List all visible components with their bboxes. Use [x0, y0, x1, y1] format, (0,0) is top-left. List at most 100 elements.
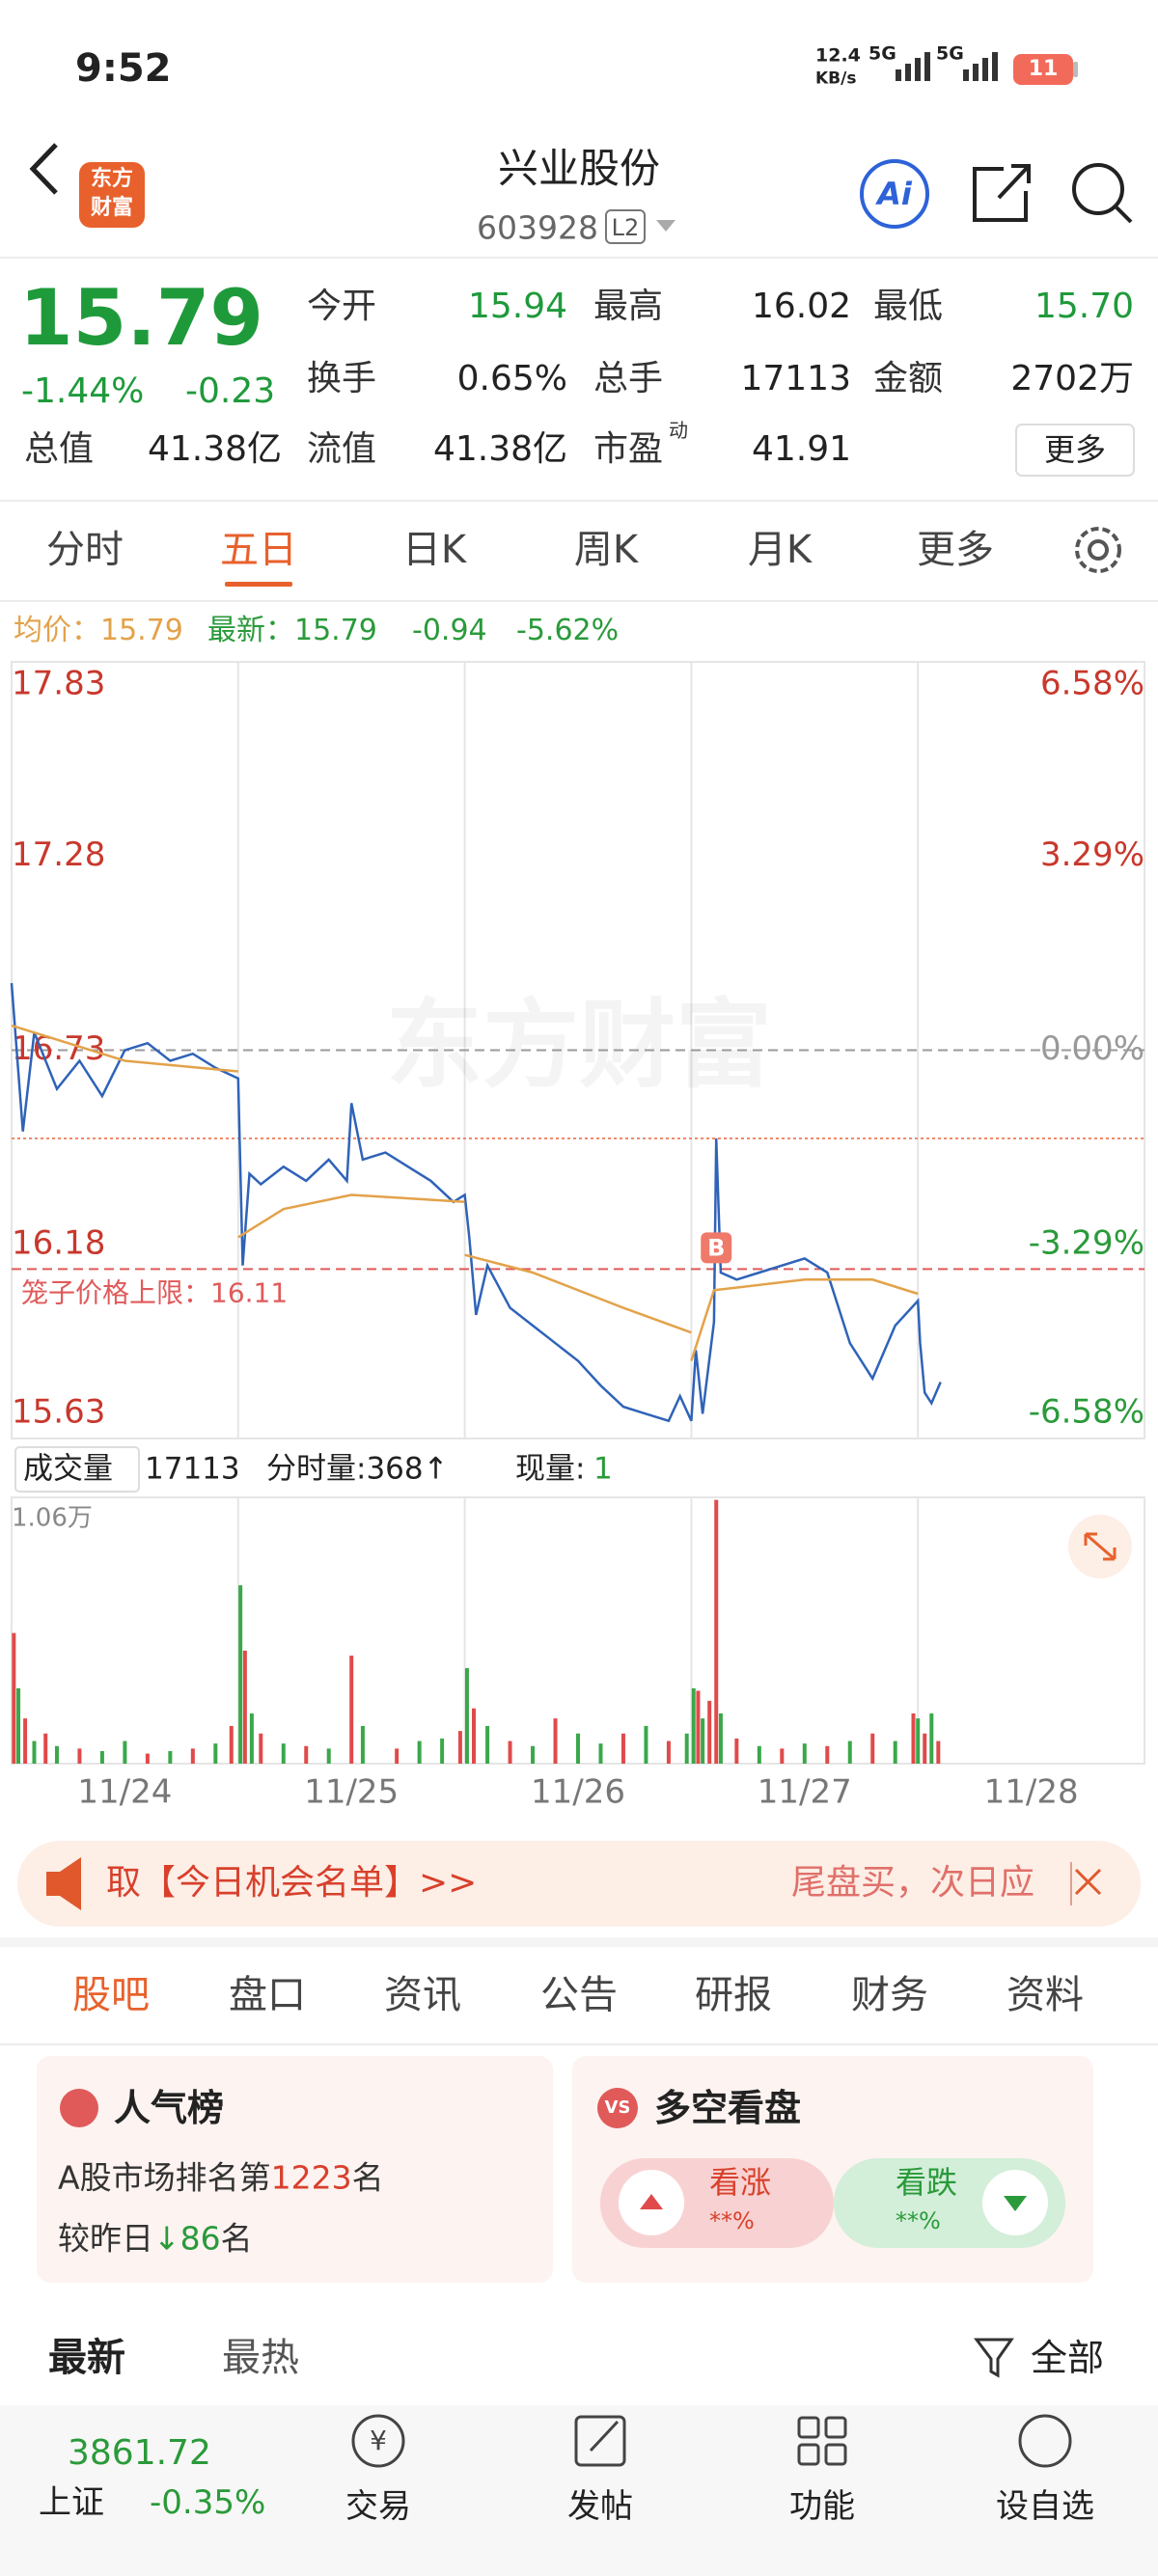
- volume-bar: [54, 1745, 59, 1764]
- x-tick-label: 11/24: [77, 1773, 172, 1812]
- close-icon[interactable]: [1074, 1868, 1102, 1896]
- volume-bar: [464, 1668, 469, 1764]
- section-tab[interactable]: 财务: [851, 1973, 928, 2017]
- volume-bar: [43, 1733, 48, 1764]
- index-name[interactable]: 上证: [39, 2483, 104, 2522]
- volume-bar: [12, 1632, 16, 1764]
- volume-bar: [847, 1740, 852, 1764]
- volume-bar: [936, 1740, 941, 1764]
- nav-item[interactable]: 设自选: [996, 2487, 1094, 2526]
- field-value: 41.38亿: [432, 429, 567, 469]
- down-triangle: [1004, 2196, 1027, 2211]
- filter-label[interactable]: 全部: [1031, 2337, 1105, 2379]
- field-label: 总值: [24, 429, 95, 469]
- chart-tab[interactable]: 更多: [917, 528, 994, 572]
- index-change[interactable]: -0.35%: [150, 2483, 266, 2522]
- section-tab[interactable]: 盘口: [229, 1973, 306, 2017]
- volume-bar: [911, 1713, 916, 1764]
- volume-bar: [242, 1650, 247, 1764]
- share-icon[interactable]: [973, 164, 1031, 222]
- cage-label: 笼子价格上限：16.11: [21, 1276, 288, 1308]
- section-tab[interactable]: 资料: [1006, 1973, 1084, 2017]
- text: 较昨日: [58, 2219, 153, 2258]
- chart-tab[interactable]: 周K: [573, 528, 639, 572]
- volume-frame: [11, 1496, 1145, 1765]
- volume-bar: [360, 1725, 365, 1764]
- network: 5G: [936, 42, 964, 65]
- more-label[interactable]: 更多: [1043, 431, 1107, 468]
- banner-text[interactable]: 尾盘买，次日应: [790, 1863, 1034, 1903]
- change: -0.94: [412, 614, 487, 647]
- nav-item[interactable]: 发帖: [567, 2487, 633, 2526]
- divider: [0, 257, 1158, 259]
- net-speed-unit: KB/s: [815, 69, 857, 89]
- y-tick-label: 16.18: [12, 1223, 105, 1262]
- logo-text: 财富: [90, 196, 134, 220]
- tick-volume: 分时量:368↑: [266, 1451, 449, 1487]
- expand-icon: [1084, 1532, 1117, 1561]
- card-title: 多空看盘: [654, 2087, 802, 2129]
- volume-bar: [916, 1718, 921, 1764]
- volume-bar: [259, 1733, 263, 1764]
- section-tab[interactable]: 公告: [540, 1973, 618, 2017]
- volume-bar: [684, 1733, 689, 1764]
- volume-bar: [666, 1740, 671, 1764]
- back-icon[interactable]: [29, 143, 58, 195]
- banner[interactable]: [17, 1841, 1141, 1927]
- section-tab[interactable]: 股吧: [72, 1973, 150, 2017]
- search-icon[interactable]: [1072, 163, 1133, 224]
- field-value: 16.02: [751, 287, 851, 326]
- divider: [0, 2043, 1158, 2045]
- volume-bar: [508, 1740, 512, 1764]
- chart-tab[interactable]: 日K: [401, 528, 467, 572]
- volume-bar: [825, 1745, 830, 1764]
- field-label: 金额: [873, 359, 944, 398]
- section-tab[interactable]: 研报: [695, 1973, 772, 2017]
- y2-tick-label: 3.29%: [1040, 836, 1144, 874]
- price-line: [10, 982, 942, 1423]
- nav-item[interactable]: 功能: [789, 2487, 855, 2526]
- ai-label[interactable]: Ai: [877, 176, 912, 212]
- volume-bar: [326, 1748, 331, 1764]
- dropdown-icon[interactable]: [656, 220, 676, 232]
- field-value: 41.91: [751, 429, 851, 469]
- banner-text[interactable]: 取【今日机会名单】>>: [106, 1863, 478, 1903]
- filter-icon[interactable]: [974, 2338, 1014, 2378]
- volume-selector[interactable]: [14, 1446, 140, 1493]
- divider: [0, 600, 1158, 602]
- field-value: 41.38亿: [147, 429, 282, 469]
- megaphone-icon: [46, 1857, 81, 1910]
- nav-item[interactable]: 交易: [345, 2487, 411, 2526]
- stock-code: 603928: [477, 208, 598, 247]
- volume-bar: [23, 1718, 28, 1764]
- net-speed: 12.4: [815, 44, 861, 67]
- volume-bar: [16, 1687, 21, 1764]
- volume-bar: [281, 1743, 286, 1764]
- volume-total: 17113: [145, 1451, 240, 1487]
- ai-icon[interactable]: [860, 159, 929, 229]
- field-value: 15.70: [1034, 287, 1134, 326]
- settings-icon[interactable]: [1075, 527, 1121, 573]
- field-label: 总手: [593, 359, 664, 398]
- section-tab[interactable]: 资讯: [384, 1973, 461, 2017]
- chart-tab[interactable]: 月K: [747, 528, 813, 572]
- chart-tab[interactable]: 五日: [220, 528, 297, 572]
- field-label: 流值: [307, 429, 377, 469]
- feed-tab[interactable]: 最新: [48, 2336, 125, 2380]
- volume-bar: [213, 1743, 218, 1764]
- more-button[interactable]: [1015, 424, 1135, 477]
- feed-tab[interactable]: 最热: [222, 2336, 299, 2380]
- chart-tab[interactable]: 分时: [46, 528, 124, 572]
- volume-bar: [696, 1690, 701, 1764]
- rank-card[interactable]: [37, 2056, 553, 2283]
- change: -0.23: [185, 371, 276, 411]
- network: 5G: [868, 42, 896, 65]
- index-value[interactable]: 3861.72: [68, 2433, 211, 2473]
- divider: [0, 500, 1158, 502]
- field-label: 市盈: [593, 429, 664, 469]
- nav-icons: [351, 2414, 1072, 2468]
- time: 9:52: [75, 46, 172, 91]
- volume-bar: [190, 1748, 195, 1764]
- volume-label[interactable]: 成交量: [23, 1451, 113, 1487]
